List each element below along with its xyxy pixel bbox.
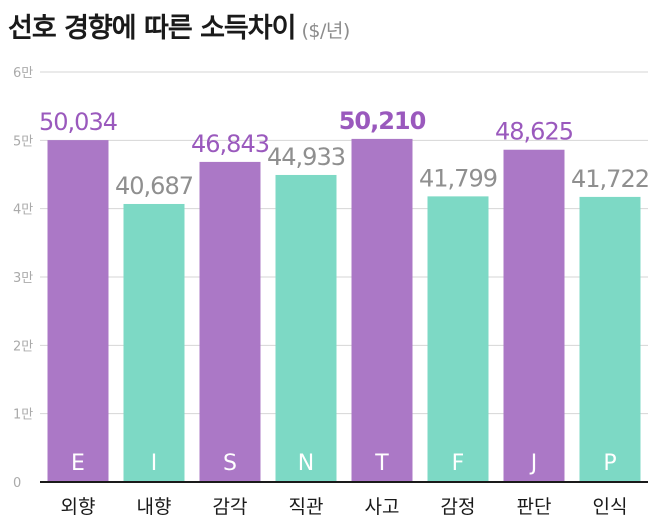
chart-unit: ($/년): [301, 20, 350, 42]
bar-letter-label: J: [529, 451, 538, 476]
bar-letter-label: S: [223, 451, 237, 476]
data-label: 41,722: [571, 165, 649, 193]
bar-letter-label: E: [71, 451, 85, 476]
data-label: 40,687: [115, 172, 193, 200]
bar-letter-label: P: [603, 451, 616, 476]
data-label: 50,034: [39, 108, 117, 136]
data-label: 50,210: [339, 107, 426, 135]
data-label: 44,933: [267, 143, 345, 171]
bar-letter-label: N: [298, 451, 314, 476]
y-tick-label: 3만: [13, 271, 33, 286]
chart-title-block: 선호 경향에 따른 소득차이 ($/년): [8, 6, 350, 45]
chart-title: 선호 경향에 따른 소득차이: [8, 13, 296, 44]
bar-letter-label: F: [452, 451, 465, 476]
data-label: 41,799: [419, 164, 497, 192]
data-label: 46,843: [191, 130, 269, 158]
y-tick-label: 0: [13, 476, 21, 491]
bar: [351, 138, 413, 483]
y-tick-label: 4만: [13, 203, 33, 218]
x-tick-label: 외향: [61, 496, 96, 518]
bar: [199, 161, 261, 482]
x-tick-label: 감각: [213, 496, 248, 518]
bar: [427, 196, 489, 482]
y-tick-label: 1만: [13, 408, 33, 423]
y-tick-label: 2만: [13, 339, 33, 354]
x-tick-label: 사고: [365, 496, 400, 518]
x-tick-label: 내향: [137, 496, 172, 518]
bar-letter-label: I: [151, 451, 158, 476]
bar: [579, 196, 641, 483]
y-tick-label: 5만: [13, 134, 33, 149]
bar: [503, 149, 565, 482]
data-label: 48,625: [495, 118, 573, 146]
x-tick-label: 직관: [289, 496, 324, 518]
x-tick-label: 판단: [517, 496, 552, 518]
x-tick-label: 인식: [593, 496, 628, 518]
bar-letter-label: T: [374, 451, 389, 476]
y-tick-label: 6만: [13, 66, 33, 81]
bar: [123, 203, 185, 482]
bar: [275, 174, 337, 483]
x-tick-label: 감정: [441, 496, 476, 518]
bar: [47, 140, 109, 482]
